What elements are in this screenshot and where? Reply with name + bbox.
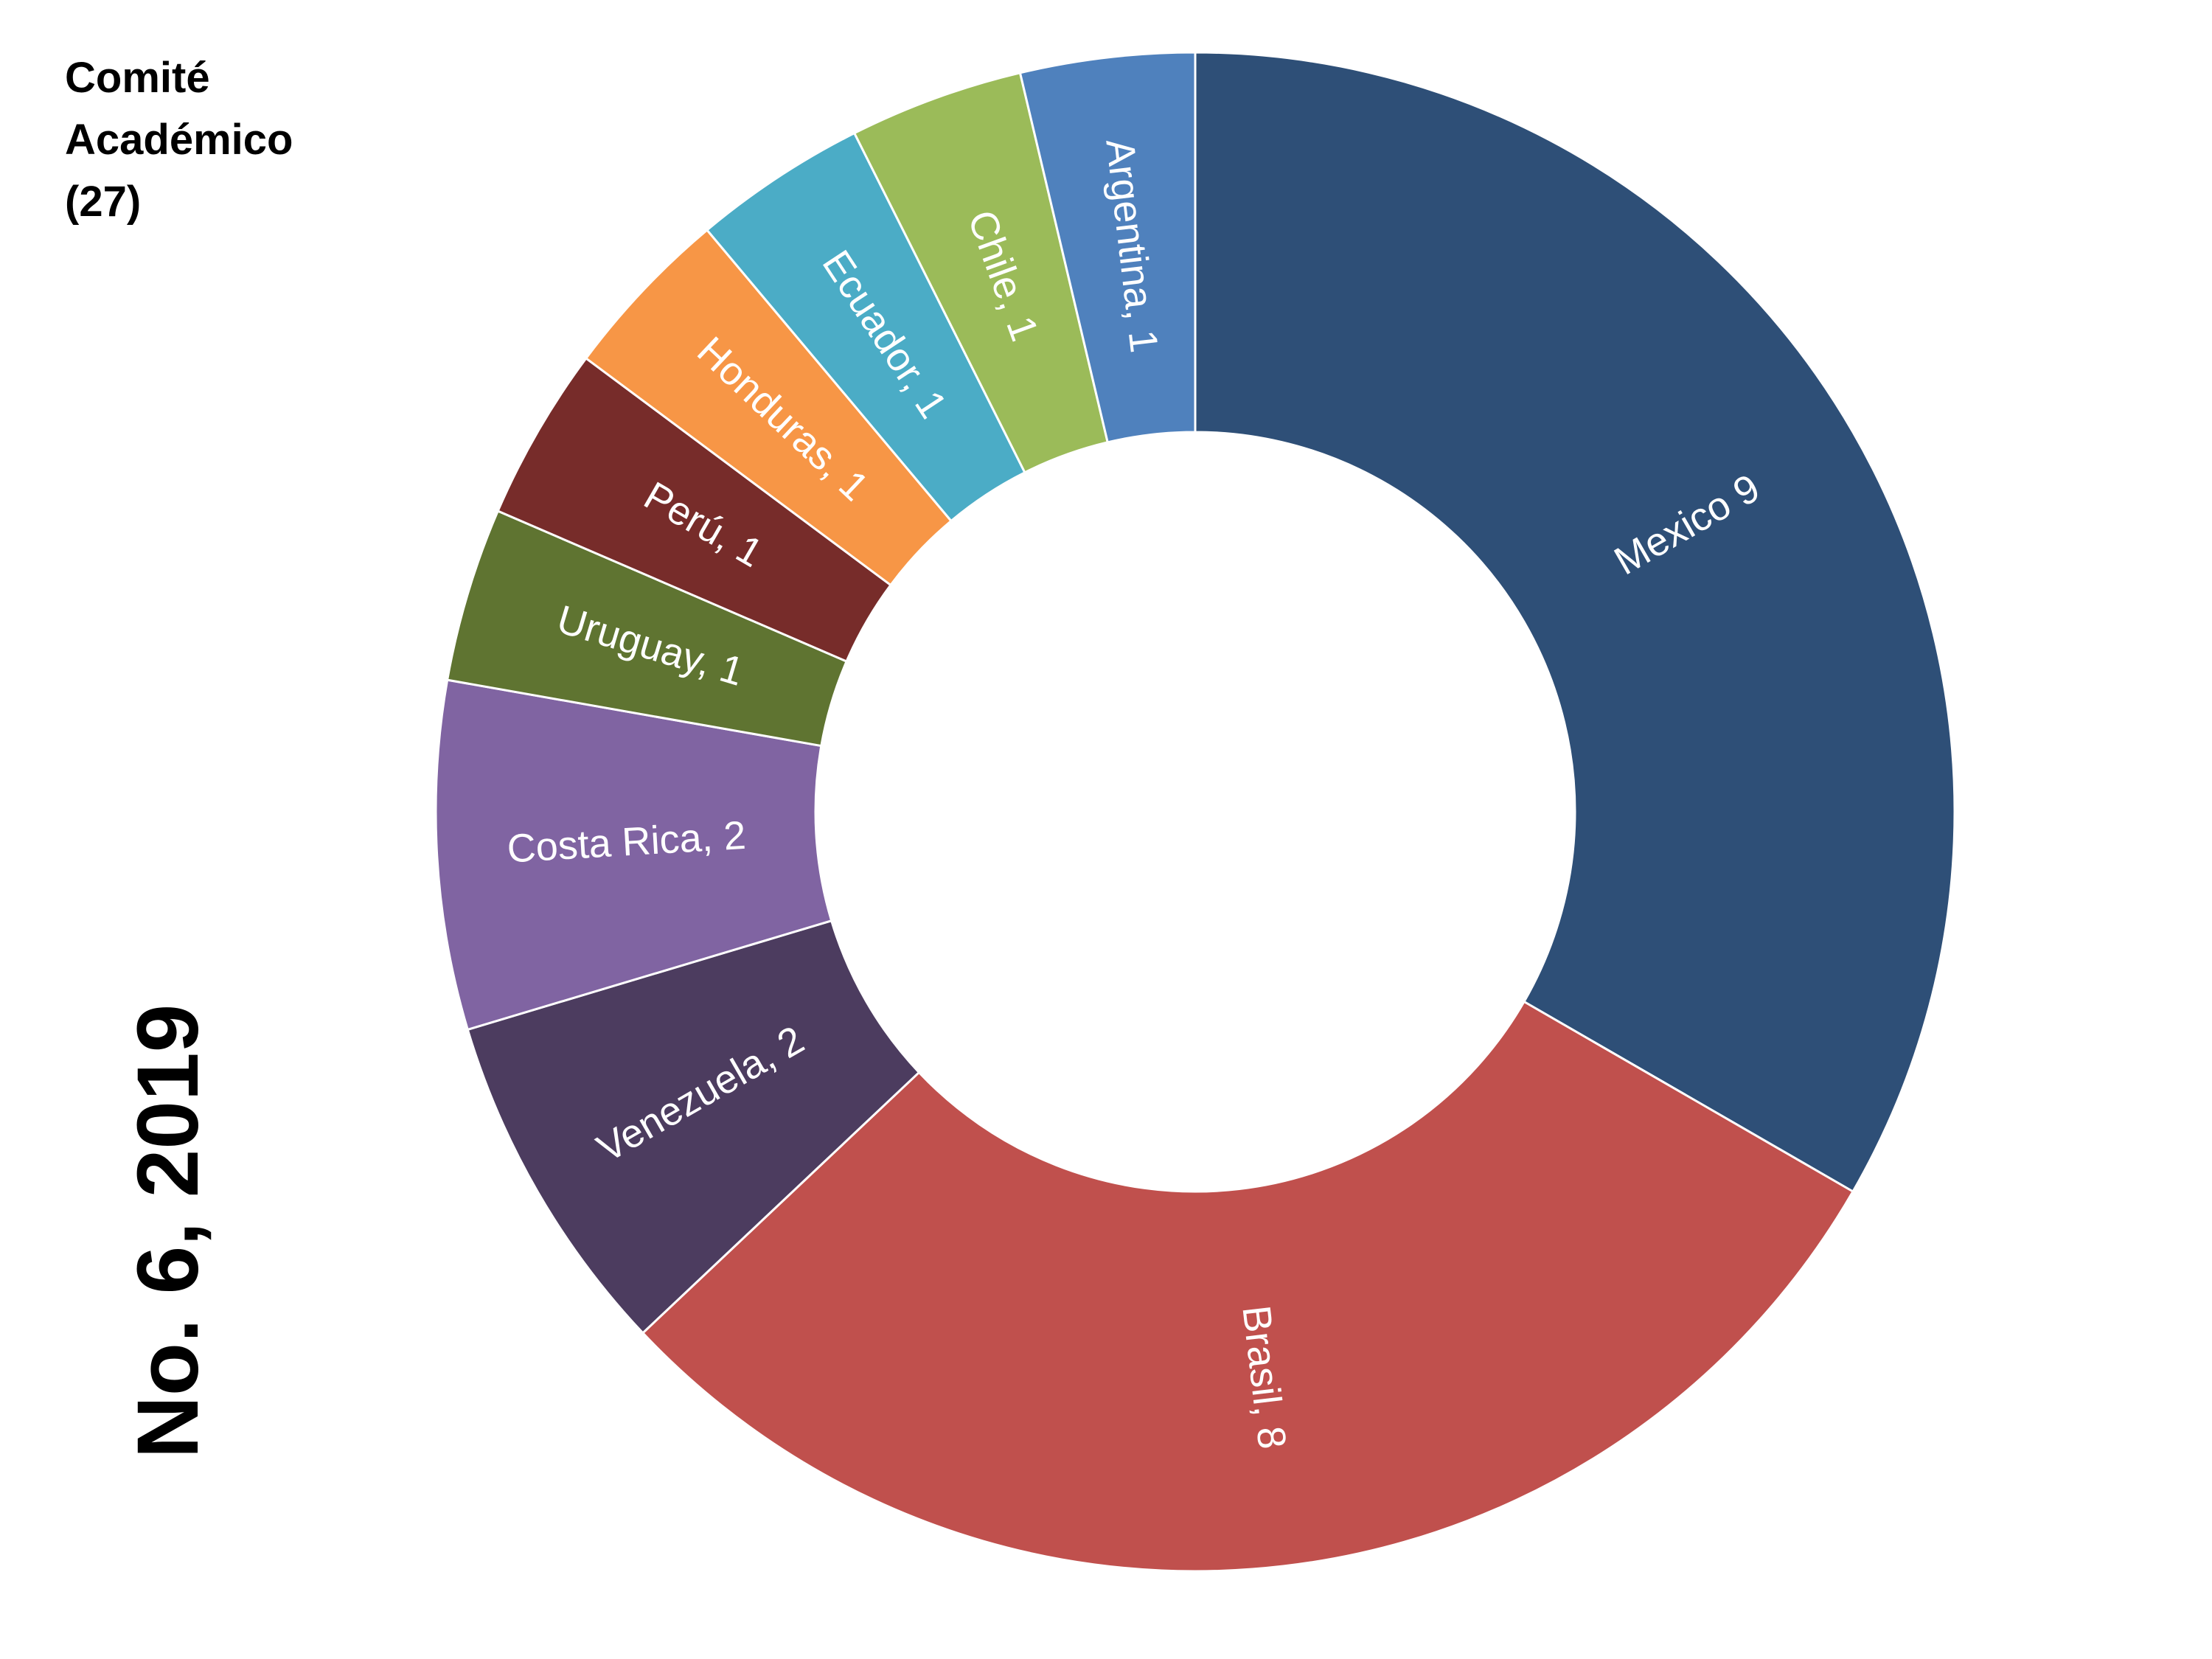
slice-brasil [641, 1000, 1855, 1573]
chart-title-line-1: Comité [65, 54, 210, 102]
slice-costa-rica [434, 678, 833, 1032]
chart-title-line-2: Académico [65, 116, 293, 164]
donut-slices [434, 51, 1956, 1573]
slice-venezuela [466, 919, 921, 1335]
slice-mexico [1194, 51, 1956, 1194]
slice-argentina [1018, 51, 1197, 444]
chart-title-line-3: (27) [65, 178, 142, 226]
chart-title: Comité Académico (27) [65, 47, 293, 233]
